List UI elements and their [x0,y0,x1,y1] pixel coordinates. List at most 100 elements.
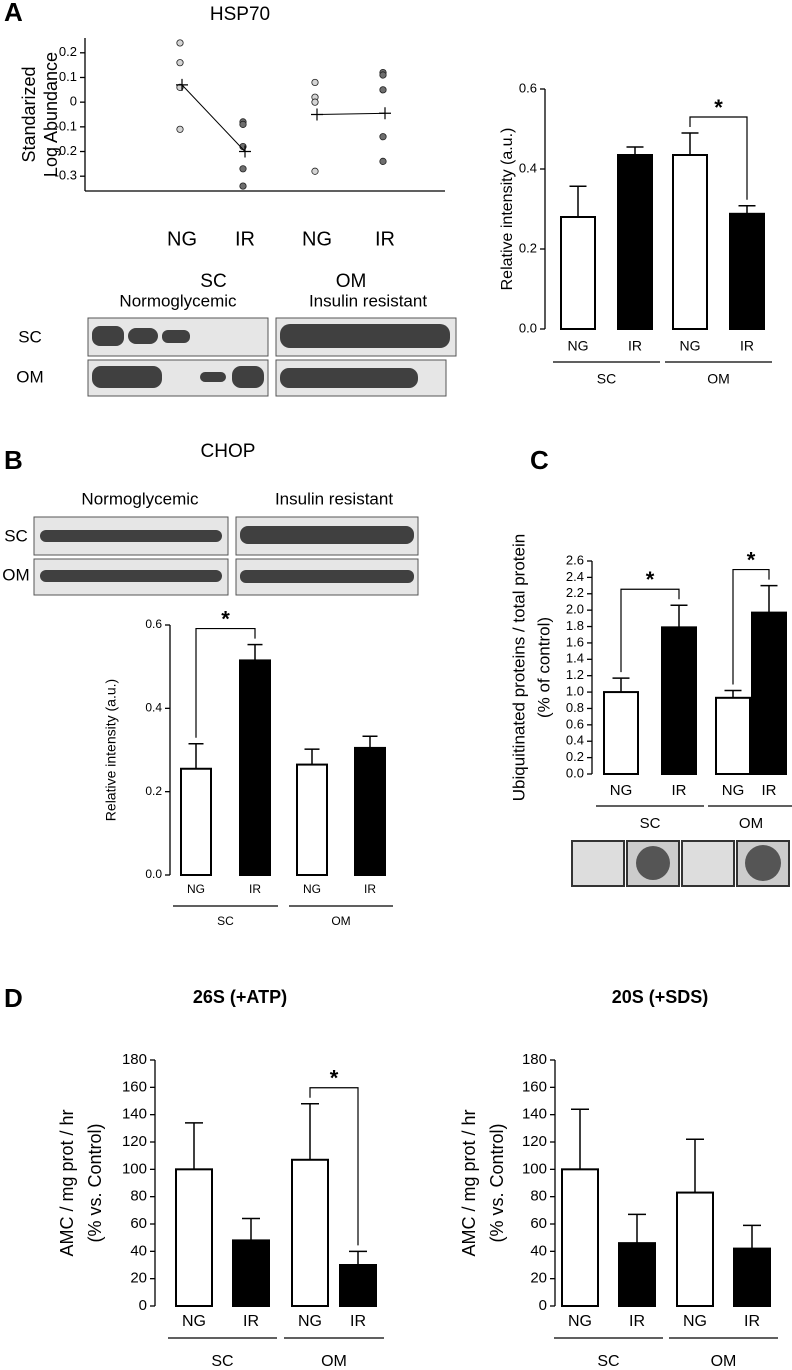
group-label: OM [336,271,367,292]
y-tick-label: 0.6 [566,716,584,731]
mean-marker [239,145,251,158]
x-tick-label: NG [683,1313,707,1330]
x-tick-label: IR [628,338,642,354]
group-label: SC [597,1353,619,1370]
blot-image [87,317,457,397]
bar [729,212,765,330]
y-tick-label: 0.2 [519,240,537,255]
chart-title: 26S (+ATP) [193,987,287,1007]
y-tick-label: 2.0 [566,602,584,617]
x-tick-label: IR [672,782,687,799]
mean-line [316,112,386,115]
x-tick-label: IR [740,338,754,354]
blot-row-label: SC [18,327,42,346]
x-tick-label: NG [610,782,633,799]
x-tick-label: IR [350,1313,366,1330]
x-tick-label: IR [629,1313,645,1330]
group-label: OM [739,815,763,832]
mean-marker [176,78,188,91]
panel-label: A [4,0,23,27]
y-axis-label: Relative intensity (a.u.) [499,128,516,291]
group-label: OM [321,1353,347,1370]
mean-marker [311,108,323,121]
bar [661,626,697,775]
significance-bracket [309,1087,359,1246]
y-tick-label: 60 [530,1215,547,1232]
y-tick-label: 100 [122,1160,147,1177]
data-point [239,182,247,190]
y-tick-label: 1.8 [566,618,584,633]
blot-header: Normoglycemic [119,291,237,310]
bar [672,154,708,330]
y-tick-label: 100 [522,1160,547,1177]
y-tick-label: 180 [522,1051,547,1068]
y-tick-label: 140 [122,1106,147,1123]
bar [560,216,596,330]
significance-label: * [747,547,756,572]
y-tick-label: 0.1 [59,69,77,84]
x-tick-label: NG [568,1313,592,1330]
data-point [239,120,247,128]
y-tick-label: 0.4 [145,701,162,715]
significance-label: * [221,606,230,631]
bar [180,767,212,876]
y-tick-label: 0.6 [519,80,537,95]
x-tick-label: IR [243,1313,259,1330]
data-point [176,125,184,133]
y-tick-label: 180 [122,1051,147,1068]
panel-label: C [530,445,549,475]
y-tick-label: 0.6 [145,617,162,631]
x-tick-label: NG [298,1313,322,1330]
significance-bracket [732,568,770,685]
y-tick-label: 1.0 [566,684,584,699]
data-point [176,39,184,47]
x-tick-label: IR [762,782,777,799]
y-tick-label: 40 [530,1242,547,1259]
data-point [379,157,387,165]
mean-line [181,84,246,152]
y-tick-label: 160 [122,1078,147,1095]
y-tick-label: -0.3 [55,168,77,183]
y-tick-label: 2.4 [566,569,584,584]
y-tick-label: 0.2 [566,749,584,764]
panel-label: B [4,445,23,475]
y-tick-label: 20 [530,1270,547,1287]
bar [733,1247,771,1307]
group-label: SC [211,1353,233,1370]
y-tick-label: 2.6 [566,552,584,567]
significance-label: * [714,95,723,120]
x-tick-label: NG [302,228,332,250]
y-tick-label: 0.0 [566,765,584,780]
blot-image [33,516,419,596]
bar [603,691,639,775]
data-point [311,98,319,106]
bar [291,1158,329,1308]
blot-row-label: SC [4,526,28,545]
y-tick-label: 0 [139,1297,147,1314]
blot-row-label: OM [2,565,29,584]
y-axis-label: Relative intensity (a.u.) [103,679,119,821]
y-tick-label: 0.4 [519,160,537,175]
y-tick-label: 0.2 [59,44,77,59]
panel-label: D [4,983,23,1013]
y-tick-label: 1.4 [566,651,584,666]
bar [239,659,271,877]
blot-image [571,840,790,887]
y-tick-label: 0.0 [519,320,537,335]
blot-header: Insulin resistant [309,291,427,310]
bar [617,154,653,330]
group-label: SC [640,815,661,832]
group-label: SC [200,271,226,292]
x-tick-label: IR [364,882,376,896]
y-axis-label: AMC / mg prot / hr [57,1109,77,1256]
bar [175,1168,213,1308]
significance-label: * [330,1066,339,1091]
mean-marker [379,107,391,120]
y-axis-label: (% vs. Control) [85,1123,105,1242]
data-point [379,86,387,94]
x-tick-label: NG [187,882,205,896]
data-point [379,71,387,79]
y-tick-label: 1.2 [566,667,584,682]
bar [618,1242,656,1307]
blot-header: Normoglycemic [81,489,199,508]
